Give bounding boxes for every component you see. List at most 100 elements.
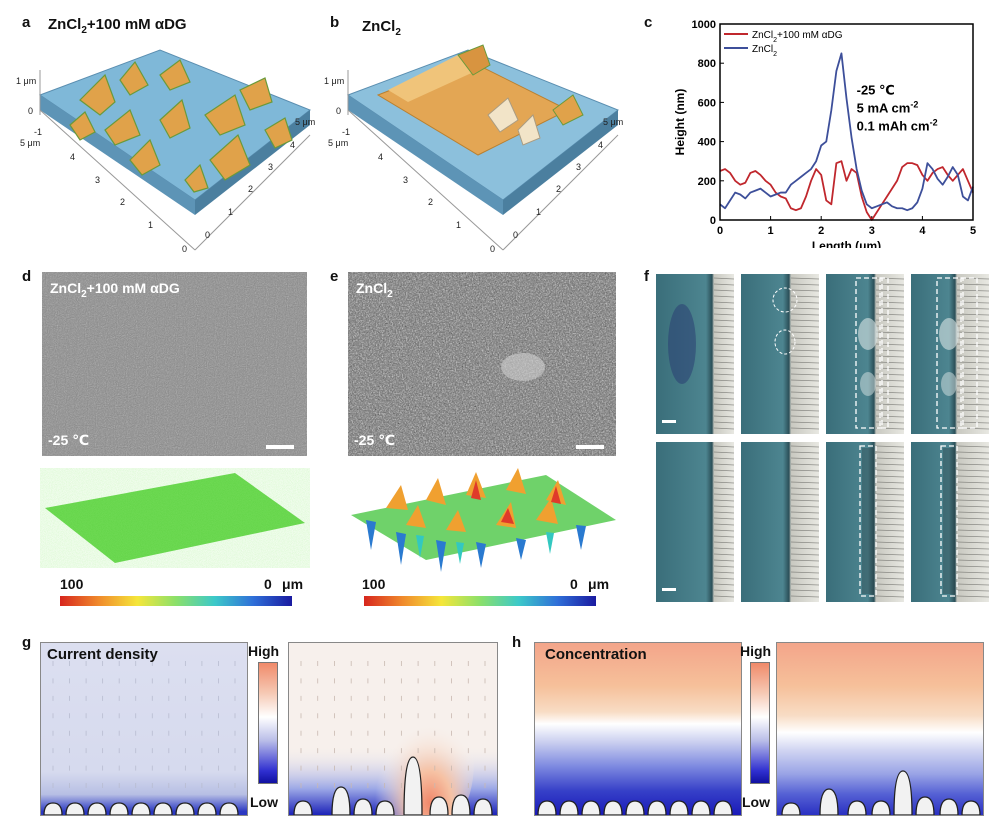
current-density-sim-left: Current density	[40, 642, 248, 816]
surface-3d-map-e	[351, 468, 616, 572]
optical-images-f	[656, 274, 989, 604]
panel-label-f: f	[644, 268, 649, 285]
x-tick-label-4: 4	[919, 225, 926, 237]
chart-annotations: -25 ℃ 5 mA cm-2 0.1 mAh cm-2	[857, 83, 938, 134]
optical-tile-r2-c2	[741, 442, 819, 602]
panel-label-c: c	[644, 14, 653, 31]
sem-e-scale-bar	[576, 445, 604, 449]
deposit-bump	[961, 800, 981, 815]
afm-a-ltick-3: 3	[95, 175, 100, 185]
sim-h-title: Concentration	[545, 646, 647, 663]
colorbar-d-unit: μm	[282, 576, 304, 592]
sem-e-temperature: -25 ℃	[354, 432, 396, 448]
deposit-bump	[219, 802, 239, 815]
sim-g-title: Current density	[47, 646, 158, 663]
deposit-bump	[175, 802, 195, 815]
deposit-bump	[691, 800, 711, 815]
afm-b-ztick-1: 1 μm	[324, 76, 344, 86]
panel-label-d: d	[22, 268, 32, 285]
deposit-bump	[353, 798, 373, 815]
afm-a-ztick-1: 1 μm	[16, 76, 36, 86]
afm-3d-surface-a: 1 μm 0 -1 5 μm 4 3 2 1 0 5 μm 4 3 2 1 0	[16, 49, 315, 254]
deposit-bump	[939, 798, 959, 815]
sem-e-title: ZnCl2	[356, 280, 393, 300]
afm-a-ltick-1: 1	[148, 220, 153, 230]
current-density-sim-right	[288, 642, 498, 816]
afm-a-rtick-0: 0	[205, 230, 210, 240]
colorbar-e	[364, 596, 596, 606]
optical-tile-r1-c4	[911, 274, 989, 434]
colorbar-h	[750, 662, 770, 784]
afm-b-rtick-0: 0	[513, 230, 518, 240]
deposit-bump	[819, 788, 839, 815]
deposit-bump	[43, 802, 63, 815]
y-tick-label-0: 0	[710, 215, 716, 227]
deposit-bump	[781, 802, 801, 815]
afm-a-ltick-4: 4	[70, 152, 75, 162]
panel-label-h: h	[512, 634, 522, 651]
afm-a-ltick-0: 0	[182, 244, 187, 254]
deposit-bump	[847, 800, 867, 815]
sem-image-e: ZnCl2 -25 ℃	[348, 272, 616, 456]
x-tick-label-2: 2	[818, 225, 824, 237]
panel-label-b: b	[330, 14, 340, 31]
colorbar-d	[60, 596, 292, 606]
deposit-bump	[87, 802, 107, 815]
surface-3d-map-d	[45, 473, 305, 563]
series-line-1	[719, 52, 974, 212]
afm-3d-surface-b: 1 μm 0 -1 5 μm 4 3 2 1 0 5 μm 4 3 2 1 0	[324, 44, 623, 254]
afm-a-ztick-neg: -1	[34, 127, 42, 137]
afm-b-rtick-5: 5 μm	[603, 117, 623, 127]
deposit-bump	[403, 756, 423, 815]
afm-b-ltick-3: 3	[403, 175, 408, 185]
colorbar-e-right: 0	[570, 576, 578, 592]
deposit-bump	[451, 794, 471, 815]
colorbar-g	[258, 662, 278, 784]
panel-label-g: g	[22, 634, 32, 651]
deposit-bump	[293, 800, 313, 815]
deposit-bump	[625, 800, 645, 815]
sem-d-title: ZnCl2+100 mM αDG	[50, 280, 180, 300]
afm-a-ltick-2: 2	[120, 197, 125, 207]
afm-a-rtick-4: 4	[290, 140, 295, 150]
deposit-bump	[603, 800, 623, 815]
chart-annotation-2: 0.1 mAh cm-2	[857, 118, 938, 134]
panel-label-a: a	[22, 14, 31, 31]
optical-tile-r1-c3	[826, 274, 904, 434]
x-tick-label-1: 1	[768, 225, 774, 237]
colorbar-e-unit: μm	[588, 576, 610, 592]
deposit-bump	[375, 800, 395, 815]
deposit-bump	[131, 802, 151, 815]
y-tick-label-5: 1000	[692, 19, 716, 31]
deposit-bump	[331, 786, 351, 815]
optical-tile-r2-c3	[826, 442, 904, 602]
y-tick-label-3: 600	[698, 97, 716, 109]
height-profile-chart: 0 1 2 3 4 5 0 200 400 600 800 1000 Length (μm) Heig…	[673, 19, 976, 248]
deposit-bump	[581, 800, 601, 815]
panel-label-e: e	[330, 268, 339, 285]
sem-image-d: ZnCl2+100 mM αDG -25 ℃	[42, 272, 307, 456]
legend-label-1: ZnCl2	[752, 44, 777, 58]
afm-b-ltick-1: 1	[456, 220, 461, 230]
colorbar-d-left: 100	[60, 576, 84, 592]
x-tick-label-3: 3	[869, 225, 875, 237]
afm-b-ltick-0: 0	[490, 244, 495, 254]
afm-a-ltick-5: 5 μm	[20, 138, 40, 148]
colorbar-g-low: Low	[250, 794, 278, 810]
deposit-bump	[871, 800, 891, 815]
deposit-bump	[915, 796, 935, 815]
panel-a-title: ZnCl2+100 mM αDG	[48, 16, 187, 36]
colorbar-h-high: High	[740, 643, 772, 659]
deposit-bump	[559, 800, 579, 815]
colorbar-d-right: 0	[264, 576, 272, 592]
colorbar-g-high: High	[248, 643, 280, 659]
colorbar-e-left: 100	[362, 576, 386, 592]
deposit-bump	[109, 802, 129, 815]
x-tick-label-5: 5	[970, 225, 976, 237]
chart-y-axis-label: Height (nm)	[673, 89, 687, 156]
afm-b-rtick-1: 1	[536, 207, 541, 217]
colorbar-h-low: Low	[742, 794, 770, 810]
afm-a-rtick-3: 3	[268, 162, 273, 172]
afm-a-rtick-1: 1	[228, 207, 233, 217]
